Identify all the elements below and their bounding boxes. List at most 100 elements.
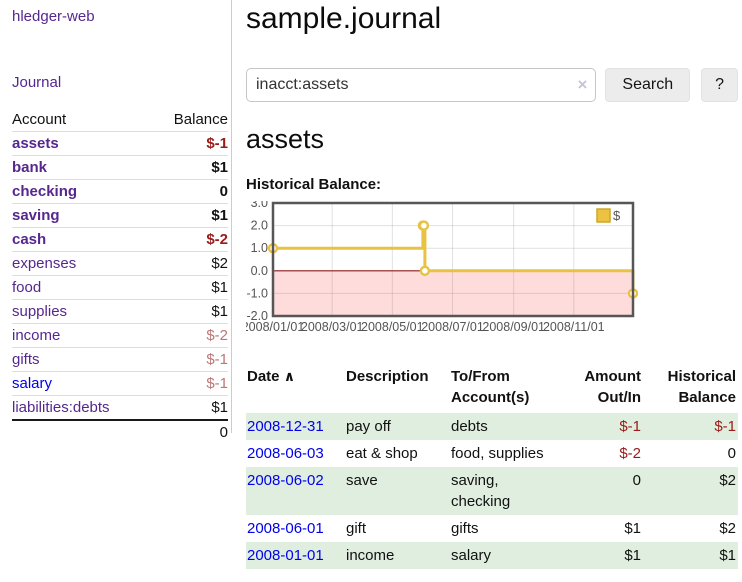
transaction-accounts: salary: [451, 546, 492, 564]
search-input[interactable]: [246, 67, 597, 102]
sort-asc-icon: ∧: [283, 367, 296, 384]
accounts-total-row: 0: [12, 420, 228, 444]
account-balance: $1: [211, 279, 228, 296]
transaction-balance: $1: [719, 546, 736, 564]
svg-text:$: $: [613, 208, 621, 223]
account-row: food $1: [12, 275, 228, 300]
register-col-description: Description: [346, 367, 429, 385]
clear-search-icon[interactable]: ×: [577, 74, 588, 94]
transaction-description: save: [346, 471, 378, 489]
transaction-description: gift: [346, 519, 367, 537]
register-col-amount: Amount Out/In: [584, 367, 641, 406]
accounts-table: Account Balance assets $-1 bank $1 checking 0…: [12, 108, 228, 444]
register-col-date[interactable]: Date ∧: [247, 367, 296, 385]
transaction-balance: $-1: [714, 417, 736, 435]
transaction-row[interactable]: 2008-12-31 pay off debts $-1 $-1: [246, 412, 738, 440]
transaction-accounts: food, supplies: [451, 444, 544, 462]
svg-text:1.0: 1.0: [251, 241, 268, 255]
sidebar-account-link[interactable]: cash: [12, 231, 47, 248]
transaction-amount: $1: [624, 519, 641, 537]
svg-text:2008/11/01: 2008/11/01: [543, 320, 605, 334]
transaction-amount: 0: [632, 471, 641, 489]
app-title-link[interactable]: hledger-web: [12, 8, 95, 25]
transaction-accounts: debts: [451, 417, 488, 435]
sidebar-account-link[interactable]: liabilities:debts: [12, 399, 110, 416]
transaction-balance: $2: [719, 471, 736, 489]
account-row: saving $1: [12, 203, 228, 228]
transaction-balance: 0: [727, 444, 736, 462]
svg-text:-1.0: -1.0: [246, 286, 268, 300]
account-balance: $-1: [206, 375, 228, 392]
account-row: salary $-1: [12, 371, 228, 396]
account-balance: $1: [211, 207, 228, 224]
sidebar: hledger-web Journal Account Balance asse…: [0, 0, 232, 441]
transaction-description: eat & shop: [346, 444, 418, 462]
account-row: expenses $2: [12, 251, 228, 276]
sidebar-account-link[interactable]: saving: [12, 207, 60, 224]
transaction-accounts: gifts: [451, 519, 479, 537]
chart-title: Historical Balance:: [246, 175, 382, 193]
account-balance: $1: [211, 399, 228, 416]
sidebar-account-link[interactable]: supplies: [12, 303, 68, 320]
accounts-total: 0: [219, 424, 228, 441]
accounts-col-balance: Balance: [173, 111, 228, 128]
svg-text:2008/03/01: 2008/03/01: [301, 320, 364, 334]
transaction-row[interactable]: 2008-01-01 income salary $1 $1: [246, 541, 738, 569]
sidebar-account-link[interactable]: assets: [12, 135, 59, 152]
account-balance: $-2: [206, 327, 228, 344]
account-row: cash $-2: [12, 227, 228, 252]
register-col-accounts: To/From Account(s): [451, 367, 530, 406]
transaction-date-link[interactable]: 2008-06-02: [247, 471, 324, 489]
transaction-description: pay off: [346, 417, 391, 435]
account-balance: $1: [211, 159, 228, 176]
transaction-date-link[interactable]: 2008-06-01: [247, 519, 324, 537]
transaction-balance: $2: [719, 519, 736, 537]
search-form: × Search ?: [246, 67, 738, 102]
transaction-amount: $-2: [619, 444, 641, 462]
svg-text:2008/07/01: 2008/07/01: [421, 320, 484, 334]
sidebar-account-link[interactable]: salary: [12, 375, 53, 392]
register-table: Date ∧ Description To/From Account(s) Am…: [246, 364, 738, 569]
svg-text:0.0: 0.0: [251, 263, 268, 277]
transaction-date-link[interactable]: 2008-01-01: [247, 546, 324, 564]
account-balance: $-1: [206, 351, 228, 368]
register-col-balance: Historical Balance: [667, 367, 736, 406]
transaction-date-link[interactable]: 2008-06-03: [247, 444, 324, 462]
accounts-col-account: Account: [12, 111, 67, 128]
sidebar-account-link[interactable]: checking: [12, 183, 78, 200]
svg-text:2.0: 2.0: [251, 218, 268, 232]
page-title: sample.journal: [246, 2, 442, 35]
account-row: assets $-1: [12, 131, 228, 156]
main-content: sample.journal × Search ? assets Histori…: [242, 0, 738, 569]
account-balance: $-1: [206, 135, 228, 152]
sidebar-account-link[interactable]: income: [12, 327, 61, 344]
transaction-row[interactable]: 2008-06-02 save saving, checking 0 $2: [246, 466, 738, 515]
sidebar-item-journal[interactable]: Journal: [12, 74, 62, 91]
account-balance: 0: [219, 183, 228, 200]
account-row: checking 0: [12, 179, 228, 204]
account-balance: $1: [211, 303, 228, 320]
search-button[interactable]: Search: [605, 67, 691, 102]
account-row: liabilities:debts $1: [12, 395, 228, 421]
svg-text:2008/05/01: 2008/05/01: [361, 320, 424, 334]
account-row: gifts $-1: [12, 347, 228, 372]
transaction-date-link[interactable]: 2008-12-31: [247, 417, 324, 435]
sidebar-account-link[interactable]: bank: [12, 159, 48, 176]
account-row: income $-2: [12, 323, 228, 348]
account-heading: assets: [246, 123, 325, 154]
transaction-amount: $-1: [619, 417, 641, 435]
svg-text:2008/09/01: 2008/09/01: [482, 320, 545, 334]
help-button[interactable]: ?: [701, 67, 738, 102]
account-balance: $-2: [206, 231, 228, 248]
balance-chart: $3.0 2.0 1.0 0.0 -1.0 -2.0 2008/01/01 2008/03/0…: [242, 196, 738, 346]
transaction-row[interactable]: 2008-06-01 gift gifts $1 $2: [246, 515, 738, 542]
svg-text:-2.0: -2.0: [246, 309, 268, 323]
sidebar-account-link[interactable]: food: [12, 279, 42, 296]
svg-text:3.0: 3.0: [251, 201, 268, 210]
account-balance: $2: [211, 255, 228, 272]
sidebar-account-link[interactable]: gifts: [12, 351, 40, 368]
transaction-accounts: saving, checking: [451, 471, 511, 510]
transaction-row[interactable]: 2008-06-03 eat & shop food, supplies $-2 0: [246, 440, 738, 467]
svg-text:2008/01/01: 2008/01/01: [246, 320, 304, 334]
sidebar-account-link[interactable]: expenses: [12, 255, 77, 272]
